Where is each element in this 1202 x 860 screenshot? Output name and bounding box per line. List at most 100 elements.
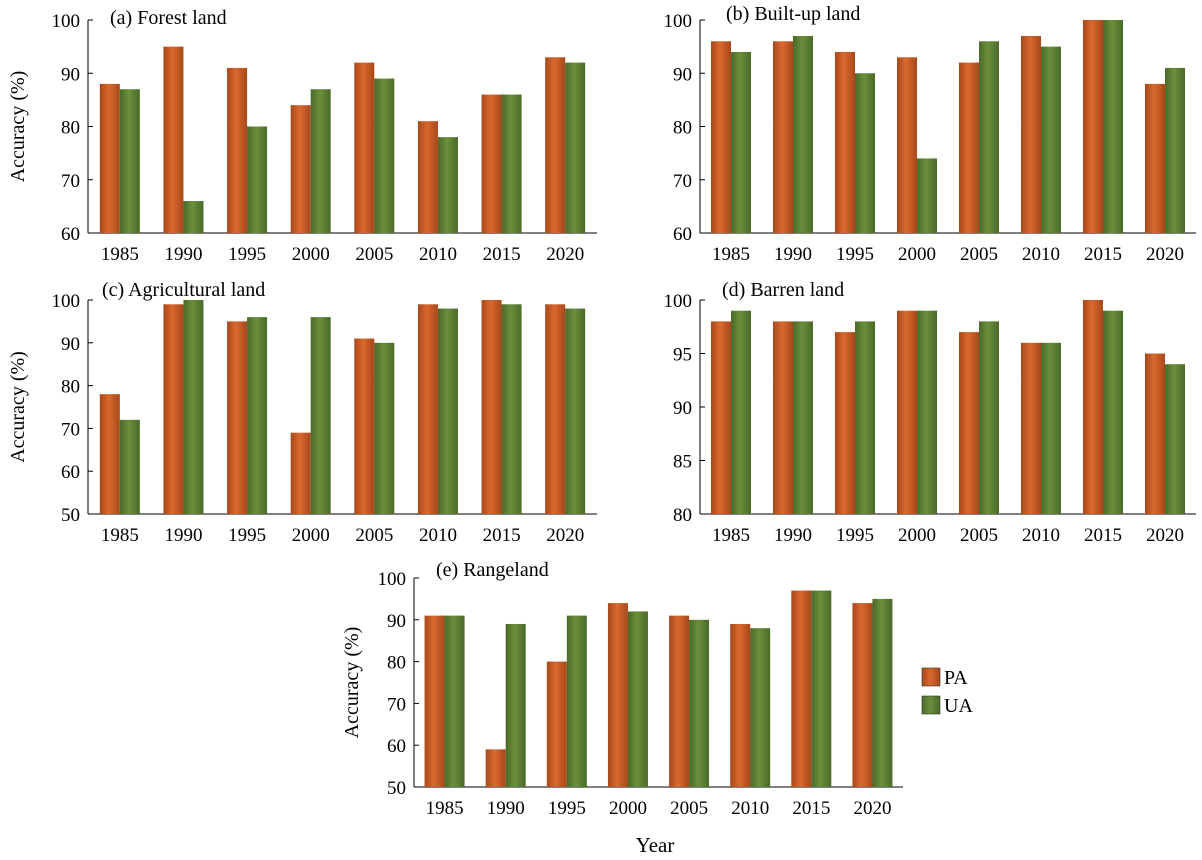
bar-ua-2020: [1165, 364, 1185, 514]
bar-pa-1990: [163, 46, 184, 233]
x-tick-label: 2010: [419, 525, 457, 546]
bar-ua-1985: [731, 310, 751, 514]
bar-ua-2015: [811, 590, 832, 787]
y-tick-label: 70: [673, 171, 692, 192]
x-tick-label: 2020: [546, 244, 584, 265]
x-tick-label: 2000: [292, 244, 330, 265]
y-tick-label: 90: [387, 611, 406, 632]
y-tick-label: 60: [61, 224, 80, 245]
y-axis-title: Accuracy (%): [341, 627, 363, 739]
x-tick-label: 1990: [487, 798, 525, 819]
y-axis-title: Accuracy (%): [7, 71, 29, 183]
bar-pa-2020: [852, 603, 873, 787]
x-tick-label: 1995: [228, 525, 266, 546]
bar-ua-2015: [501, 94, 522, 233]
bar-ua-1990: [793, 35, 813, 233]
x-tick-label: 2005: [355, 244, 393, 265]
bar-pa-2010: [417, 304, 438, 514]
x-tick-label: 2000: [292, 525, 330, 546]
x-tick-label: 2010: [419, 244, 457, 265]
bar-ua-1995: [247, 126, 268, 233]
bar-ua-1990: [183, 201, 204, 233]
bar-pa-1985: [424, 615, 445, 787]
bar-pa-2005: [354, 338, 375, 514]
legend: PA UA: [921, 667, 973, 717]
panel-rangeland: 50 60 70 80 90 100 1985 1990 1995 2000 2005 2010 201…: [341, 559, 903, 819]
y-tick-label: 60: [387, 736, 406, 757]
bar-ua-1995: [247, 317, 268, 514]
bar-pa-2010: [417, 121, 438, 233]
bar-pa-1990: [773, 321, 793, 514]
bar-pa-1995: [835, 332, 855, 514]
panel-forest-land: 60 70 80 90 100 1985 1990 1995 2000 2005 2010 2015 2…: [7, 7, 597, 265]
bar-ua-1990: [793, 321, 813, 514]
x-tick-label: 2010: [1022, 525, 1060, 546]
y-tick-label: 80: [387, 653, 406, 674]
x-tick-label: 2000: [609, 798, 647, 819]
x-tick-label: 1995: [836, 244, 874, 265]
y-tick-label: 80: [673, 505, 692, 526]
bar-ua-2020: [872, 598, 893, 787]
bar-pa-2000: [290, 432, 311, 514]
panel-title: (d) Barren land: [722, 279, 844, 301]
x-tick-label: 1985: [101, 244, 139, 265]
x-tick-label: 1985: [712, 244, 750, 265]
y-tick-label: 50: [387, 778, 406, 799]
x-tick-label: 1995: [836, 525, 874, 546]
x-tick-label: 1990: [164, 244, 202, 265]
bar-ua-1985: [119, 419, 140, 514]
bar-pa-2005: [354, 62, 375, 233]
legend-label-pa: PA: [944, 667, 968, 689]
bar-ua-2010: [437, 137, 458, 233]
panel-title: (a) Forest land: [110, 7, 227, 29]
x-tick-label: 1985: [426, 798, 464, 819]
bar-ua-1985: [444, 615, 465, 787]
bar-ua-1995: [566, 615, 587, 787]
x-tick-label: 2015: [483, 244, 521, 265]
legend-swatch-ua: [921, 695, 941, 715]
bar-pa-2020: [1145, 83, 1165, 234]
panel-title: (e) Rangeland: [436, 559, 549, 581]
bar-ua-2010: [1041, 342, 1061, 514]
bar-ua-2000: [917, 158, 937, 233]
bar-pa-2020: [1145, 353, 1165, 514]
x-tick-label: 2005: [355, 525, 393, 546]
y-tick-label: 80: [61, 377, 80, 398]
x-tick-label: 2015: [1084, 525, 1122, 546]
bar-ua-2005: [374, 342, 395, 514]
bar-ua-1990: [505, 623, 526, 787]
legend-swatch-pa: [921, 667, 941, 687]
bar-pa-2005: [959, 62, 979, 233]
bar-pa-2015: [1083, 300, 1103, 514]
y-tick-label: 100: [378, 569, 407, 590]
panel-title: (c) Agricultural land: [102, 279, 265, 301]
bar-ua-1985: [731, 51, 751, 234]
y-tick-label: 70: [387, 694, 406, 715]
bar-ua-2015: [1103, 310, 1123, 514]
y-tick-label: 100: [52, 291, 81, 312]
bar-pa-2010: [730, 623, 751, 787]
bar-ua-2000: [627, 611, 648, 787]
x-tick-label: 1985: [101, 525, 139, 546]
y-tick-label: 90: [61, 334, 80, 355]
y-tick-label: 50: [61, 505, 80, 526]
bar-ua-2005: [979, 41, 999, 233]
y-tick-label: 85: [673, 452, 692, 473]
bar-pa-1990: [485, 749, 506, 787]
bar-ua-2010: [750, 628, 771, 787]
x-tick-label: 2005: [960, 244, 998, 265]
y-axis-title: Accuracy (%): [7, 351, 29, 463]
bar-pa-1990: [773, 41, 793, 233]
bar-pa-1985: [99, 83, 120, 234]
x-tick-label: 2000: [898, 525, 936, 546]
bar-ua-2015: [501, 304, 522, 514]
bar-ua-2000: [917, 310, 937, 514]
x-tick-label: 2020: [546, 525, 584, 546]
bar-pa-2000: [897, 57, 917, 234]
x-tick-label: 2015: [483, 525, 521, 546]
bar-ua-2000: [310, 89, 331, 233]
x-tick-label: 2010: [731, 798, 769, 819]
bar-pa-2010: [1021, 342, 1041, 514]
y-tick-label: 100: [664, 11, 693, 32]
x-tick-label: 2015: [792, 798, 830, 819]
